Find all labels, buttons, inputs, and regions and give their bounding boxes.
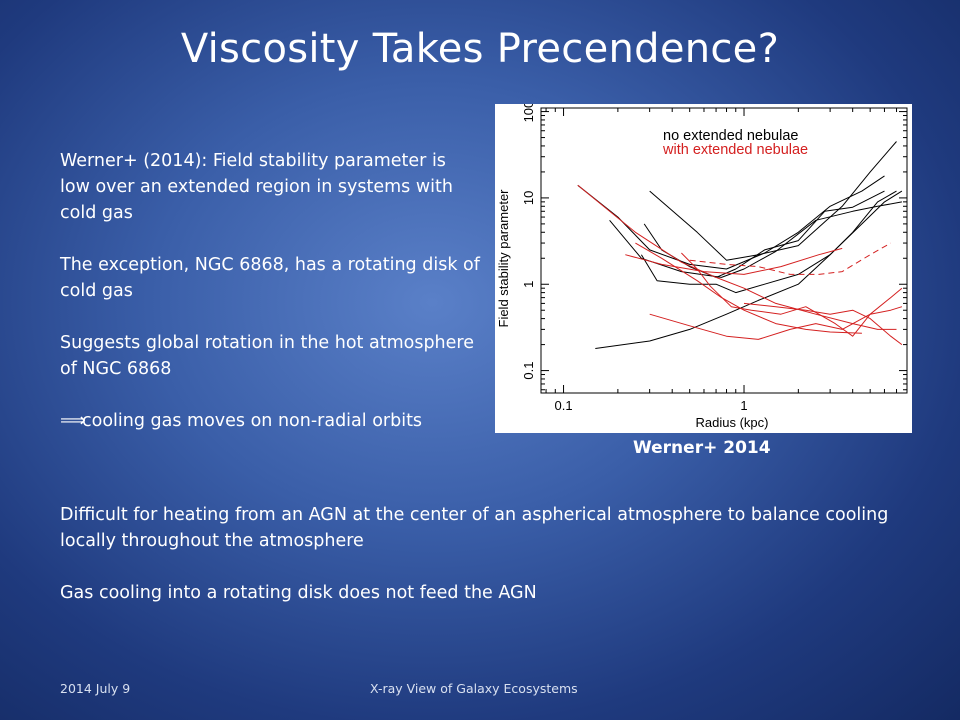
paragraph-conclusion: ⟹cooling gas moves on non-radial orbits — [60, 408, 480, 434]
implies-arrow-icon: ⟹ — [60, 410, 86, 431]
series-line — [635, 242, 862, 334]
paragraph-exception: The exception, NGC 6868, has a rotating … — [60, 255, 480, 301]
x-tick-label: 0.1 — [555, 398, 573, 413]
series-line — [689, 242, 891, 275]
y-tick-label: 1 — [521, 281, 536, 288]
paragraph-no-feed: Gas cooling into a rotating disk does no… — [60, 583, 537, 603]
series-line — [643, 190, 885, 278]
legend-entry: with extended nebulae — [662, 142, 808, 158]
series-line — [743, 302, 903, 345]
bottom-text-block: Difficult for heating from an AGN at the… — [60, 502, 920, 606]
series-line — [625, 247, 843, 275]
footer-date: 2014 July 9 — [60, 681, 131, 696]
footer-title: X-ray View of Galaxy Ecosystems — [370, 681, 578, 696]
series-line — [577, 175, 885, 270]
slide-title: Viscosity Takes Precendence? — [180, 26, 780, 72]
series-line — [577, 184, 897, 330]
y-axis-label: Field stability parameter — [496, 189, 511, 328]
y-tick-label: 10 — [521, 191, 536, 205]
x-axis-label: Radius (kpc) — [696, 415, 769, 430]
series-line — [681, 252, 903, 337]
series-line — [640, 190, 897, 294]
legend-entry: no extended nebulae — [663, 128, 798, 144]
conclusion-text: cooling gas moves on non-radial orbits — [82, 411, 423, 431]
y-tick-label: 100 — [521, 104, 536, 122]
left-text-block: Werner+ (2014): Field stability paramete… — [60, 148, 480, 434]
y-tick-label: 0.1 — [521, 362, 536, 380]
paragraph-difficult: Difficult for heating from an AGN at the… — [60, 505, 889, 551]
series-line — [649, 141, 897, 261]
x-tick-label: 1 — [740, 398, 747, 413]
series-line — [649, 287, 903, 340]
figure-panel: 0.1 1 0.1 1 10 100 Radius (kpc) Field stability… — [495, 104, 912, 433]
plot-frame — [540, 107, 908, 394]
series-line — [595, 190, 903, 349]
field-stability-chart: 0.1 1 0.1 1 10 100 Radius (kpc) Field stability… — [496, 104, 908, 430]
paragraph-werner: Werner+ (2014): Field stability paramete… — [60, 151, 453, 223]
paragraph-suggests: Suggests global rotation in the hot atmo… — [60, 333, 474, 379]
series-line — [609, 201, 902, 278]
figure-caption: Werner+ 2014 — [633, 438, 771, 458]
